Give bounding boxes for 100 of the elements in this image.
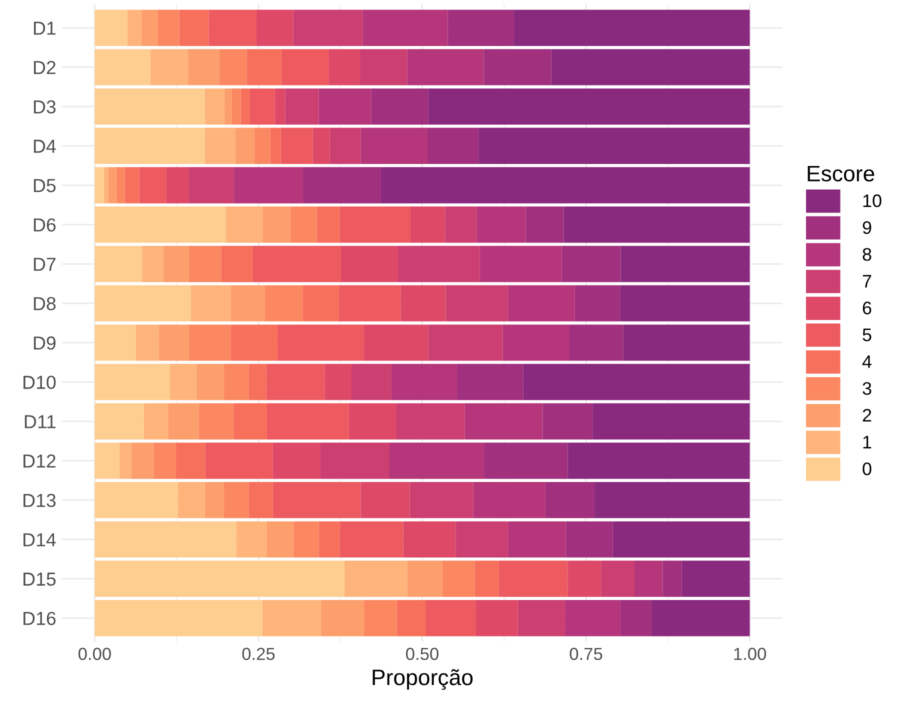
bar xyxy=(196,364,224,400)
bar xyxy=(219,49,247,86)
bar xyxy=(620,246,750,282)
bar xyxy=(320,442,390,479)
bar xyxy=(312,128,330,164)
bar xyxy=(104,167,108,204)
bar xyxy=(108,167,116,204)
bar xyxy=(226,206,262,243)
legend-label: 4 xyxy=(862,355,872,368)
bar xyxy=(612,521,750,558)
bar xyxy=(662,560,682,597)
bar xyxy=(285,88,319,125)
bar xyxy=(179,10,209,46)
bar xyxy=(266,403,349,440)
bar xyxy=(426,600,476,636)
x-tick-label: 1.00 xyxy=(734,648,766,660)
legend-label: 6 xyxy=(862,302,872,314)
bar xyxy=(574,285,620,322)
bar xyxy=(407,560,443,597)
bar xyxy=(652,600,750,636)
bar xyxy=(514,10,750,46)
x-tick-label: 0.50 xyxy=(406,648,438,660)
bar xyxy=(594,482,750,518)
y-tick-label: D11 xyxy=(24,415,56,428)
bar xyxy=(262,206,291,243)
bar xyxy=(189,324,231,361)
y-tick-label: D10 xyxy=(24,376,56,390)
bar xyxy=(277,324,364,361)
bar xyxy=(176,442,206,479)
y-tick-label: D6 xyxy=(34,218,56,232)
bar xyxy=(410,482,474,518)
bar xyxy=(601,560,634,597)
bar xyxy=(360,482,410,518)
bar xyxy=(94,560,344,597)
x-tick-label: 0.75 xyxy=(570,648,602,660)
bar xyxy=(272,482,361,518)
bar xyxy=(568,560,602,597)
legend-label: 10 xyxy=(863,194,882,208)
bar xyxy=(158,10,180,46)
bar xyxy=(448,10,514,46)
bar xyxy=(266,364,325,400)
bar xyxy=(442,560,475,597)
y-tick-label: D4 xyxy=(34,140,56,153)
bar xyxy=(340,521,404,558)
bar xyxy=(224,364,249,400)
bar xyxy=(163,246,190,282)
bar xyxy=(328,49,360,86)
bar xyxy=(518,600,566,636)
bar xyxy=(236,128,255,164)
bar xyxy=(290,206,317,243)
bar xyxy=(407,49,484,86)
bar xyxy=(248,482,273,518)
bar xyxy=(364,324,428,361)
legend-label: 0 xyxy=(862,462,872,476)
bar xyxy=(389,442,484,479)
legend-label: 7 xyxy=(862,275,872,288)
bar xyxy=(94,442,120,479)
bar xyxy=(274,88,286,125)
bar xyxy=(280,128,313,164)
y-tick-label: D13 xyxy=(24,494,56,508)
bar xyxy=(94,285,191,322)
bar xyxy=(254,128,270,164)
bar xyxy=(256,10,294,46)
y-tick-label: D12 xyxy=(24,454,56,468)
bar xyxy=(236,521,267,558)
bar xyxy=(293,521,319,558)
bar xyxy=(252,246,342,282)
legend-label: 8 xyxy=(862,248,872,261)
bar xyxy=(344,560,408,597)
bar xyxy=(592,403,750,440)
bar xyxy=(545,482,595,518)
bar xyxy=(293,10,363,46)
bar xyxy=(198,403,234,440)
y-tick-label: D14 xyxy=(24,533,56,546)
bar xyxy=(204,88,224,125)
x-tick-label: 0.00 xyxy=(78,648,111,660)
bar xyxy=(484,442,568,479)
bar xyxy=(205,442,273,479)
bar xyxy=(362,10,448,46)
bar xyxy=(360,128,428,164)
x-axis-title: Proporção xyxy=(372,669,473,690)
bar xyxy=(352,364,392,400)
bar xyxy=(191,285,231,322)
bar xyxy=(318,88,372,125)
y-tick-label: D7 xyxy=(34,258,56,271)
bar xyxy=(508,521,566,558)
bar xyxy=(158,324,190,361)
bar xyxy=(166,167,190,204)
bar xyxy=(208,10,257,46)
bar xyxy=(94,324,136,361)
bar xyxy=(564,206,750,243)
bar xyxy=(232,88,241,125)
legend-label: 3 xyxy=(862,382,872,395)
bar xyxy=(154,442,176,479)
bar xyxy=(427,128,479,164)
bar xyxy=(566,521,613,558)
bar xyxy=(480,246,562,282)
bar xyxy=(94,49,150,86)
bar xyxy=(476,206,526,243)
bar xyxy=(330,128,361,164)
